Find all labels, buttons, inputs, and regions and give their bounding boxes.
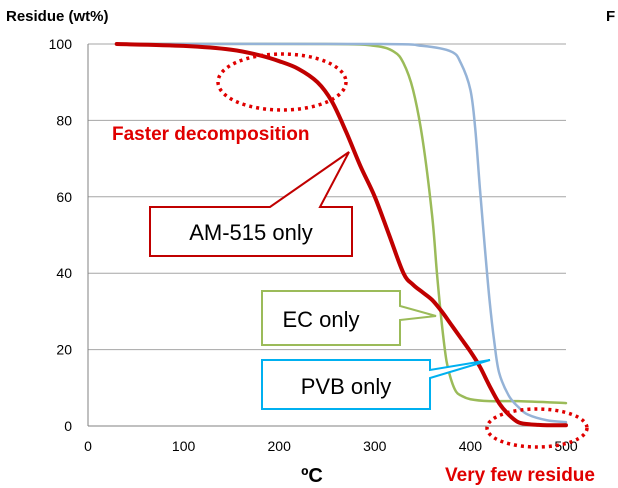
y-tick-label: 80 xyxy=(56,112,72,128)
corner-label: F xyxy=(606,8,615,25)
y-axis-title: Residue (wt%) xyxy=(6,8,109,25)
ec-callout-box xyxy=(261,290,437,346)
y-tick-label: 0 xyxy=(64,418,72,434)
pvb-callout-label: PVB only xyxy=(301,374,392,399)
pvb-line xyxy=(115,42,568,424)
y-tick-label: 40 xyxy=(56,265,72,281)
y-tick-label: 100 xyxy=(49,36,73,52)
faster-decomposition-label: Faster decomposition xyxy=(112,124,309,145)
ec-line xyxy=(115,42,568,405)
ec-callout-label: EC only xyxy=(282,307,359,332)
x-axis-title: ºC xyxy=(301,465,323,487)
x-tick-label: 0 xyxy=(84,438,92,454)
am-515-callout-box xyxy=(149,151,353,257)
x-tick-label: 300 xyxy=(363,438,387,454)
x-tick-label: 100 xyxy=(172,438,196,454)
pvb-callout-box xyxy=(261,359,491,410)
am-515-callout-label: AM-515 only xyxy=(189,220,313,245)
y-tick-label: 60 xyxy=(56,189,72,205)
x-tick-label: 200 xyxy=(268,438,292,454)
highlight-ellipse-bottom xyxy=(485,407,589,449)
highlight-ellipse-top xyxy=(216,52,348,112)
am-515-line xyxy=(114,42,568,428)
y-tick-label: 20 xyxy=(56,342,72,358)
very-few-residue-label: Very few residue xyxy=(445,465,595,486)
x-tick-label: 400 xyxy=(459,438,483,454)
